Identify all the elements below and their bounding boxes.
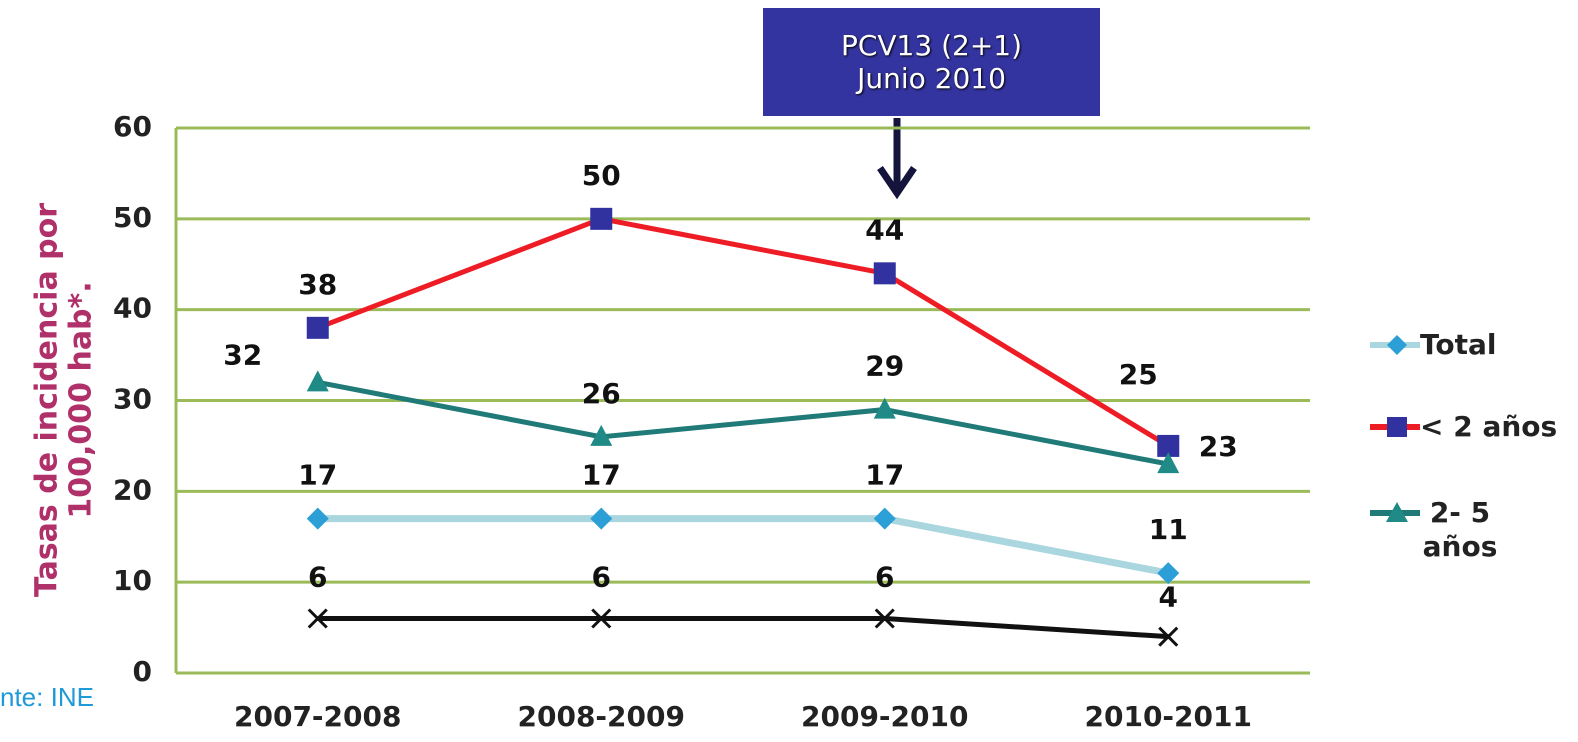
data-point	[1157, 452, 1180, 474]
y-tick-label: 10	[113, 564, 152, 597]
legend-key	[1370, 502, 1420, 522]
series-line	[316, 216, 1170, 449]
x-tick-label: 2009-2010	[801, 700, 968, 733]
data-point	[873, 397, 896, 419]
data-label: 38	[298, 268, 337, 301]
data-point	[1158, 626, 1179, 647]
data-label: 17	[865, 459, 904, 492]
data-label: 26	[582, 377, 621, 410]
data-point	[590, 207, 613, 230]
data-point	[873, 262, 896, 285]
legend-entry: 2- 5 años	[1368, 496, 1500, 564]
y-label-line: Tasas de incidencia por	[30, 203, 65, 597]
legend-entry: < 2 años	[1368, 410, 1560, 444]
data-point	[1157, 434, 1180, 457]
y-tick-label: 20	[113, 473, 152, 506]
data-label: 50	[582, 159, 621, 192]
data-label: 6	[592, 561, 611, 594]
data-label: 4	[1159, 581, 1178, 614]
y-tick-label: 30	[113, 383, 152, 416]
data-point	[874, 608, 895, 629]
data-label: 6	[875, 561, 894, 594]
legend-marker	[1387, 335, 1407, 355]
data-label: 23	[1199, 430, 1238, 463]
data-label: 32	[223, 338, 262, 371]
legend-marker	[1386, 502, 1408, 522]
data-label: 44	[865, 213, 904, 246]
y-tick-label: 50	[113, 201, 152, 234]
legend-key	[1370, 335, 1420, 355]
data-label: 11	[1149, 513, 1188, 546]
annotation-line: PCV13 (2+1)	[840, 29, 1023, 62]
data-label: 6	[308, 561, 327, 594]
legend-label: Total	[1420, 328, 1497, 361]
legend-label: 2- 5 años	[1422, 496, 1498, 563]
data-label: 25	[1119, 358, 1158, 391]
y-tick-label: 60	[113, 110, 152, 143]
arrow-head	[877, 166, 917, 200]
legend-label: < 2 años	[1420, 410, 1558, 443]
data-point	[590, 507, 613, 530]
legend-entry: Total	[1368, 328, 1560, 362]
x-tick-label: 2010-2011	[1085, 700, 1252, 733]
data-label: 17	[582, 459, 621, 492]
x-tick-label: 2007-2008	[234, 700, 401, 733]
data-point	[873, 507, 896, 530]
y-tick-label: 40	[113, 292, 152, 325]
y-axis-label: Tasas de incidencia por 100,000 hab*.	[30, 203, 99, 597]
data-point	[306, 316, 329, 339]
data-point	[306, 370, 329, 392]
data-label: 17	[298, 459, 337, 492]
data-point	[591, 608, 612, 629]
data-point	[306, 507, 329, 530]
y-tick-label: 0	[133, 655, 152, 688]
data-point	[307, 608, 328, 629]
series-line	[317, 515, 1169, 577]
data-label: 29	[865, 350, 904, 383]
series-line	[317, 616, 1169, 640]
source: nte: INE	[0, 682, 94, 712]
y-label-line: 100,000 hab*.	[64, 281, 99, 518]
legend-marker	[1387, 417, 1407, 437]
data-point	[590, 424, 613, 446]
annotation-box: PCV13 (2+1) Junio 2010	[763, 8, 1100, 116]
annotation-line: Junio 2010	[857, 62, 1006, 95]
x-tick-label: 2008-2009	[518, 700, 685, 733]
legend-key	[1370, 417, 1420, 437]
data-point	[1157, 562, 1180, 585]
series-line	[317, 379, 1169, 467]
